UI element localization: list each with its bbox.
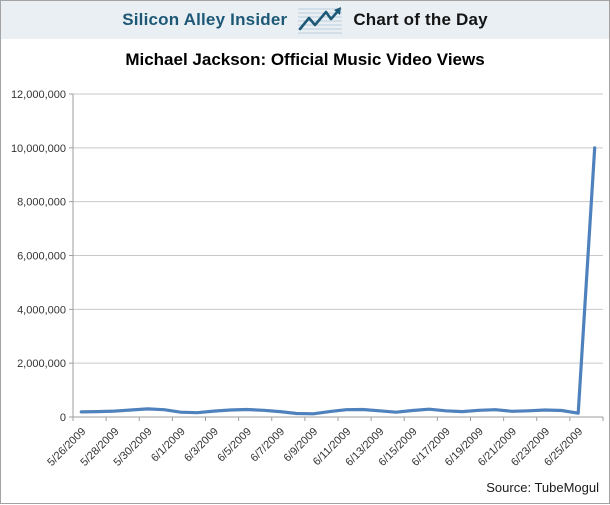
y-tick-label: 8,000,000 bbox=[17, 197, 66, 209]
y-tick-label: 2,000,000 bbox=[17, 358, 66, 370]
brand-title: Silicon Alley Insider bbox=[122, 10, 288, 29]
source-credit: Source: TubeMogul bbox=[486, 480, 599, 495]
series-line bbox=[79, 146, 597, 416]
line-chart: 0 2,000,000 4,000,000 6,000,000 8,000,000 10,… bbox=[11, 89, 604, 469]
header-bar: Silicon Alley Insider Chart of the Day bbox=[1, 1, 609, 39]
y-tick-label: 12,000,000 bbox=[11, 89, 66, 101]
x-tick-label: 6/5/2009 bbox=[215, 426, 254, 465]
tagline-title: Chart of the Day bbox=[353, 10, 488, 29]
y-tick-label: 10,000,000 bbox=[11, 143, 66, 155]
y-tick-label: 6,000,000 bbox=[17, 251, 66, 263]
chart-title: Michael Jackson: Official Music Video Vi… bbox=[125, 50, 485, 69]
x-tick-label: 6/3/2009 bbox=[182, 426, 221, 465]
line-chart-icon bbox=[296, 6, 344, 34]
x-tick-label: 6/7/2009 bbox=[248, 426, 287, 465]
y-tick-label: 4,000,000 bbox=[17, 304, 66, 316]
y-tick-label: 0 bbox=[60, 412, 66, 424]
x-tick-label: 6/1/2009 bbox=[149, 426, 188, 465]
